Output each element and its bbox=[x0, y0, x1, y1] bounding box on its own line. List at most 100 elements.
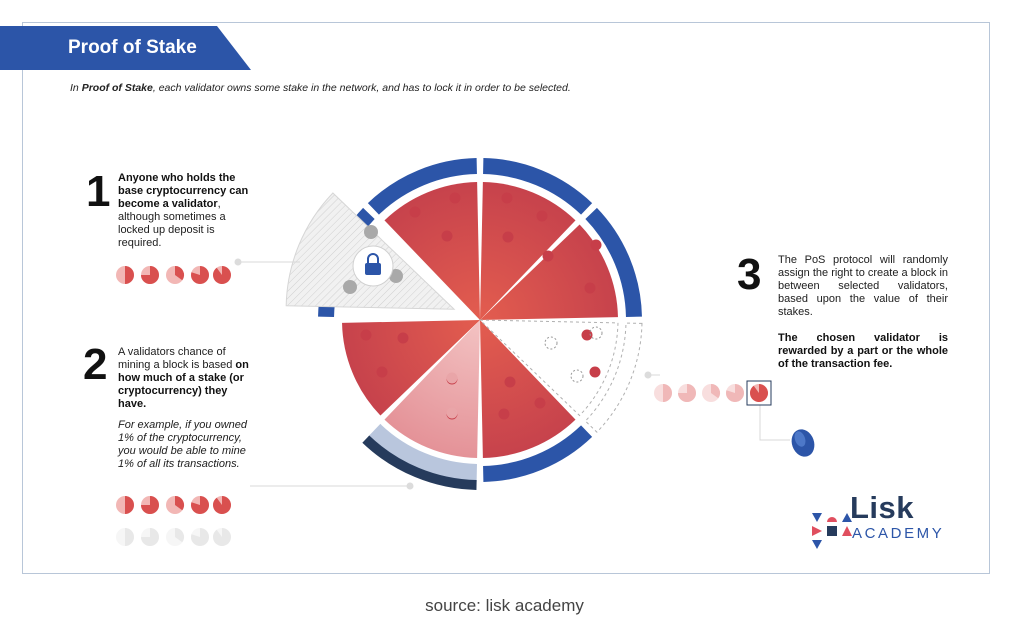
mini-pie-fill bbox=[125, 266, 134, 284]
mini-pie-fill bbox=[213, 528, 232, 546]
mini-pie-fill bbox=[711, 384, 720, 399]
step-2-bold: on how much of a stake (or cryptocurrenc… bbox=[118, 359, 249, 410]
pie-slice bbox=[342, 320, 480, 416]
stake-dot bbox=[581, 329, 593, 341]
mini-pie-fill bbox=[213, 496, 232, 515]
step-1-text: Anyone who holds the base cryptocurrency… bbox=[118, 172, 250, 250]
mini-pie bbox=[190, 496, 209, 514]
stake-dot bbox=[502, 231, 514, 243]
logo-subtitle: ACADEMY bbox=[852, 525, 945, 542]
mini-pie-fill bbox=[175, 528, 184, 543]
intro-text: In Proof of Stake, each validator owns s… bbox=[70, 82, 571, 94]
mini-pie bbox=[116, 266, 134, 284]
mini-pie bbox=[702, 384, 720, 402]
pie-rim-segment-dark bbox=[362, 435, 477, 490]
pie-slice bbox=[480, 320, 576, 458]
stake-dot bbox=[360, 329, 372, 341]
pie-slice bbox=[384, 182, 480, 320]
mini-pie bbox=[166, 496, 185, 514]
connector-dot bbox=[234, 258, 242, 266]
mini-pie bbox=[141, 528, 159, 546]
stake-dot bbox=[584, 282, 596, 294]
step-3-plain: The PoS protocol will randomly assign th… bbox=[778, 254, 948, 318]
pie-rim-segment bbox=[367, 158, 477, 215]
mini-pie-fill bbox=[125, 496, 134, 514]
mini-pie-fill bbox=[726, 384, 745, 403]
source-caption: source: lisk academy bbox=[425, 596, 584, 615]
mini-pie bbox=[141, 496, 159, 514]
mini-pie bbox=[726, 384, 745, 403]
mini-pie bbox=[141, 266, 159, 284]
lock-badge bbox=[343, 225, 403, 294]
selected-validator-box bbox=[746, 380, 772, 406]
pie-slice bbox=[480, 182, 576, 320]
page-title: Proof of Stake bbox=[68, 37, 197, 58]
mini-pie bbox=[213, 496, 232, 515]
mini-pie bbox=[191, 528, 209, 546]
step-2-note: For example, if you owned 1% of the cryp… bbox=[118, 419, 248, 470]
mini-pie-fill bbox=[213, 266, 232, 284]
pie-rim-segment bbox=[483, 425, 593, 482]
coin-shine bbox=[794, 431, 806, 447]
validator-node bbox=[343, 280, 357, 294]
logo-word: Lisk bbox=[850, 490, 915, 525]
title-banner bbox=[0, 26, 251, 70]
stake-dot bbox=[501, 192, 513, 204]
pie-rim-segment bbox=[483, 158, 593, 215]
pie-rim-segment-empty bbox=[584, 322, 643, 433]
stake-dot-empty bbox=[544, 336, 558, 350]
mini-pie bbox=[678, 384, 696, 402]
mini-pie-fill bbox=[125, 528, 134, 546]
pie-slice-empty bbox=[478, 319, 619, 417]
step-1-rest: , although sometimes a locked up deposit… bbox=[118, 198, 226, 249]
stake-dot bbox=[536, 210, 548, 222]
stake-dot bbox=[449, 192, 461, 204]
stake-dot-light bbox=[446, 407, 458, 419]
mini-pie-fill bbox=[141, 528, 159, 546]
stake-dot bbox=[589, 366, 601, 378]
mini-pie-fill bbox=[141, 496, 159, 514]
mini-pie-fill bbox=[663, 384, 672, 402]
stake-dot-empty bbox=[589, 326, 603, 340]
stake-dot bbox=[409, 206, 421, 218]
mini-pie-fill bbox=[141, 266, 159, 284]
pie-slice bbox=[480, 224, 618, 320]
mini-pie bbox=[213, 266, 232, 284]
stake-dot bbox=[504, 376, 516, 388]
step-3-bold: The chosen validator is rewarded by a pa… bbox=[778, 332, 948, 370]
validator-node bbox=[364, 225, 378, 239]
pie-rim-segment bbox=[585, 207, 642, 317]
step-2-plain: A validators chance of mining a block is… bbox=[118, 346, 236, 371]
stake-dot bbox=[534, 397, 546, 409]
step-3-number: 3 bbox=[737, 250, 762, 299]
mini-pie bbox=[166, 528, 184, 546]
step-1-number: 1 bbox=[86, 167, 111, 216]
mini-pie bbox=[750, 384, 769, 403]
mini-pie-fill bbox=[190, 496, 209, 514]
intro-rest: , each validator owns some stake in the … bbox=[152, 82, 571, 94]
lock-shackle bbox=[367, 253, 379, 263]
mini-pie bbox=[191, 266, 209, 284]
mini-pie bbox=[166, 266, 185, 284]
connector-dot bbox=[406, 482, 414, 490]
stake-dot bbox=[542, 250, 554, 262]
pie-rim-segment-highlight bbox=[367, 423, 477, 482]
mini-pie bbox=[654, 384, 672, 402]
step-2-number: 2 bbox=[83, 340, 108, 389]
mini-pie-fill bbox=[175, 496, 185, 511]
stake-dot bbox=[397, 332, 409, 344]
mini-pie bbox=[116, 528, 134, 546]
mini-pie-fill bbox=[191, 528, 209, 546]
stake-dot-empty bbox=[570, 369, 584, 383]
mini-pie bbox=[116, 496, 134, 514]
stake-dot bbox=[590, 239, 602, 251]
lock-icon bbox=[365, 263, 381, 275]
connector-line bbox=[759, 405, 790, 441]
stake-dot-light bbox=[446, 372, 458, 384]
stake-dot bbox=[376, 366, 388, 378]
mini-pie bbox=[213, 528, 232, 546]
intro-bold: Proof of Stake bbox=[81, 82, 153, 94]
mini-pie-fill bbox=[678, 384, 696, 402]
intro-prefix: In bbox=[70, 82, 82, 94]
